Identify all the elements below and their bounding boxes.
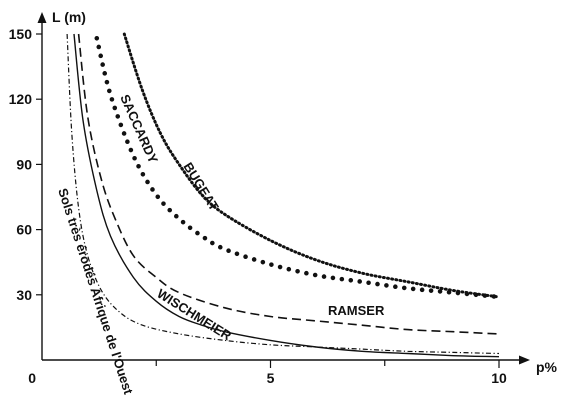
origin-label: 0: [28, 370, 36, 386]
label-saccardy: SACCARDY: [117, 92, 161, 166]
label-ramser: RAMSER: [328, 303, 385, 318]
series-line-2: [77, 33, 500, 335]
ticks: 30 60 90 120 150 5 10: [9, 26, 507, 386]
x-axis-arrow: [519, 355, 530, 365]
y-tick-label: 60: [16, 222, 32, 238]
y-tick-label: 30: [16, 287, 32, 303]
series-line-0: [122, 32, 501, 299]
series-line-1: [94, 36, 502, 300]
x-tick-label: 5: [267, 370, 275, 386]
axes: L (m) p% 0: [28, 9, 557, 386]
y-tick-label: 90: [16, 156, 32, 172]
label-bugeat: BUGEAT: [180, 160, 221, 214]
curves: [66, 32, 502, 358]
label-wischmeier: WISCHMEIER: [154, 286, 234, 344]
series-line-4: [66, 33, 500, 355]
y-axis-title: L (m): [52, 9, 86, 25]
x-axis-title: p%: [536, 359, 558, 375]
y-tick-label: 150: [9, 26, 33, 42]
label-sols-tres-erodes: Sols très érodés Afrique de l'Ouest: [55, 186, 136, 396]
series-line-3: [73, 33, 500, 358]
y-tick-label: 120: [9, 91, 33, 107]
y-axis-arrow: [37, 12, 47, 23]
x-tick-label: 10: [491, 370, 507, 386]
curve-labels: BUGEAT SACCARDY RAMSER WISCHMEIER Sols t…: [55, 92, 385, 396]
